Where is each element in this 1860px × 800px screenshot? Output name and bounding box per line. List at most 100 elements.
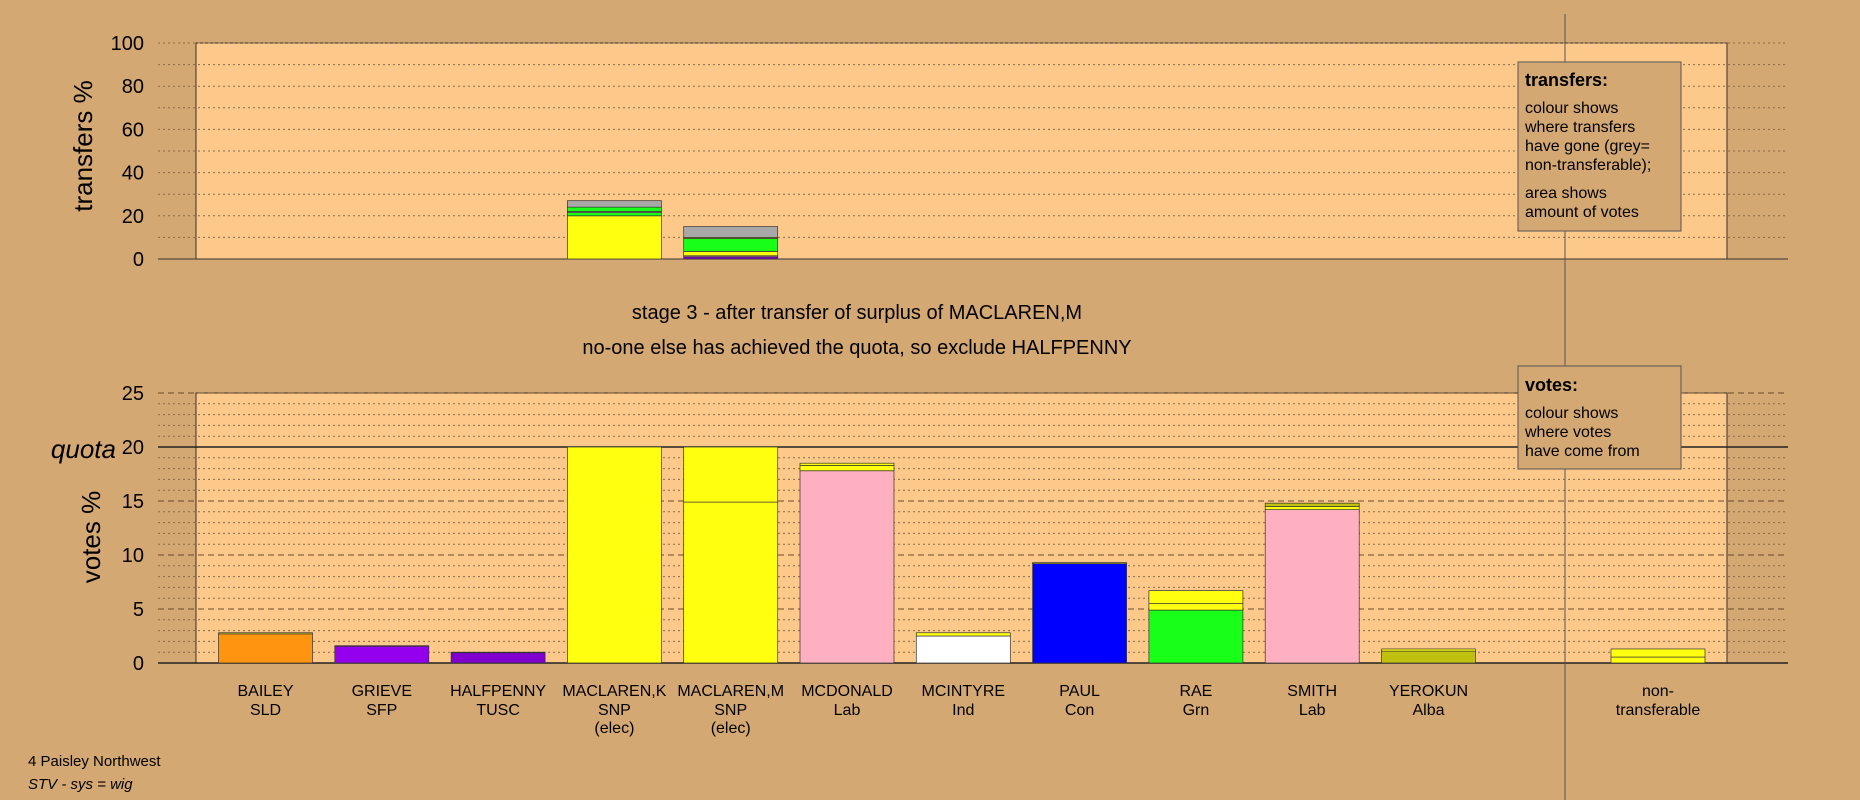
candidate-name: YEROKUN (1389, 683, 1468, 700)
candidate-name: MCDONALD (801, 683, 893, 700)
votes-tick-label: 5 (133, 599, 144, 621)
vote-bar-segment (1264, 509, 1360, 664)
vote-bar-segment (1032, 562, 1127, 564)
candidate-party: SNP (598, 702, 631, 719)
votes-tick-labels: 0 5 10 15 20 25 (122, 383, 144, 675)
legend-transfers-line-3: have gone (grey= (1525, 138, 1650, 155)
votes-axis-title: votes % (76, 491, 106, 584)
candidate-party: Ind (952, 702, 974, 719)
vote-bar-segment (1264, 502, 1360, 507)
candidate-status: (elec) (711, 720, 751, 737)
legend-votes-box (1517, 365, 1682, 470)
transfer-bar-segment (567, 206, 662, 212)
legend-votes-title: votes: (1525, 375, 1578, 395)
legend-transfers-line-4: non-transferable); (1525, 157, 1651, 174)
candidate-name: HALFPENNY (450, 683, 546, 700)
vote-bar-segment (1381, 650, 1476, 664)
vote-bar-segment (334, 645, 430, 664)
vote-bar-segment (799, 470, 895, 664)
legend-transfers: transfers: colour shows where transfers … (1517, 61, 1682, 232)
candidate-party: SFP (366, 702, 397, 719)
candidate-status: (elec) (594, 720, 634, 737)
legend-transfers-line-1: colour shows (1525, 100, 1618, 117)
vote-bar-segment (218, 633, 313, 664)
vote-bar-segment (915, 632, 1011, 637)
vote-bar-segment (799, 465, 895, 472)
transfers-tick-label: 60 (122, 119, 144, 141)
vote-bar-segment (683, 446, 779, 503)
candidate-party: Lab (834, 702, 861, 719)
votes-tick-label: 10 (122, 545, 144, 567)
transfers-tick-label: 0 (133, 249, 144, 271)
footer-ward: 4 Paisley Northwest (28, 753, 161, 770)
transfers-panel: 0 20 40 60 80 100 transfers % (68, 33, 1788, 271)
candidate-party: Con (1065, 702, 1094, 719)
vote-bar-segment (683, 501, 779, 664)
transfer-bar-segment (683, 251, 779, 257)
votes-panel: 0 5 10 15 20 25 BAILEY SLD GRIEVE SFP HALFPENNY TU… (51, 383, 1788, 737)
vote-bar-segment (1148, 603, 1244, 611)
candidate-name: RAE (1179, 683, 1212, 700)
candidate-name: MACLAREN,M (677, 683, 784, 700)
vote-bar-segment (1148, 590, 1244, 604)
transfers-axis-title: transfers % (68, 80, 98, 212)
transfer-bar-segment (567, 215, 662, 260)
quota-label: quota (51, 434, 116, 464)
nontransferable-bar-segment (1610, 656, 1706, 664)
legend-transfers-line-2: where transfers (1524, 119, 1635, 136)
candidate-name: MACLAREN,K (562, 683, 666, 700)
candidate-name: GRIEVE (352, 683, 412, 700)
candidate-party: Lab (1299, 702, 1326, 719)
nontransferable-bar-segment (1610, 648, 1706, 658)
candidate-name: SMITH (1287, 683, 1337, 700)
legend-votes-line-2: where votes (1524, 424, 1611, 441)
candidate-labels: BAILEY SLD GRIEVE SFP HALFPENNY TUSC MACLAREN,… (237, 683, 1700, 737)
transfer-bar-segment (683, 226, 779, 238)
transfers-tick-label: 20 (122, 206, 144, 228)
vote-bar-segment (799, 462, 895, 466)
votes-plot-area (195, 392, 1728, 664)
transfer-bar-segment (683, 238, 779, 252)
legend-transfers-box (1517, 61, 1682, 232)
transfers-bars (567, 200, 779, 260)
stage-line-1: stage 3 - after transfer of surplus of M… (632, 302, 1082, 324)
vote-bar-segment (450, 651, 546, 654)
legend-votes-line-1: colour shows (1525, 405, 1618, 422)
vote-bar-segment (1264, 506, 1360, 510)
votes-tick-label: 0 (133, 653, 144, 675)
transfer-bar-segment (567, 212, 662, 217)
votes-gridlines (158, 392, 1788, 664)
candidate-name: BAILEY (237, 683, 293, 700)
candidate-party: TUSC (476, 702, 520, 719)
vote-bar-segment (1148, 609, 1244, 664)
candidate-party: Alba (1412, 702, 1444, 719)
footer-system: STV - sys = wig (28, 776, 133, 793)
vote-bar-segment (567, 446, 662, 664)
vote-bar-segment (450, 652, 546, 664)
candidate-party: Grn (1183, 702, 1210, 719)
transfers-tick-label: 100 (111, 33, 144, 55)
transfers-tick-label: 40 (122, 163, 144, 185)
transfers-tick-label: 80 (122, 76, 144, 98)
vote-bar-segment (218, 632, 313, 635)
legend-transfers-line-6: amount of votes (1525, 204, 1639, 221)
legend-votes-line-3: have come from (1525, 443, 1640, 460)
transfer-bar-segment (567, 200, 662, 208)
transfers-gridlines (158, 42, 1788, 260)
votes-tick-label: 15 (122, 491, 144, 513)
stage-line-2: no-one else has achieved the quota, so e… (582, 337, 1131, 359)
candidate-name: PAUL (1059, 683, 1100, 700)
legend-votes: votes: colour shows where votes have com… (1517, 365, 1682, 470)
transfers-plot-area (195, 42, 1728, 260)
legend-transfers-line-5: area shows (1525, 185, 1607, 202)
transfers-tick-labels: 0 20 40 60 80 100 (111, 33, 144, 271)
votes-tick-label: 25 (122, 383, 144, 405)
votes-bars (218, 446, 1706, 664)
legend-transfers-title: transfers: (1525, 70, 1608, 90)
vote-bar-segment (1381, 648, 1476, 652)
vote-bar-segment (1032, 563, 1127, 664)
candidate-party: SLD (250, 702, 281, 719)
vote-bar-segment (915, 635, 1011, 664)
votes-tick-label: 20 (122, 437, 144, 459)
